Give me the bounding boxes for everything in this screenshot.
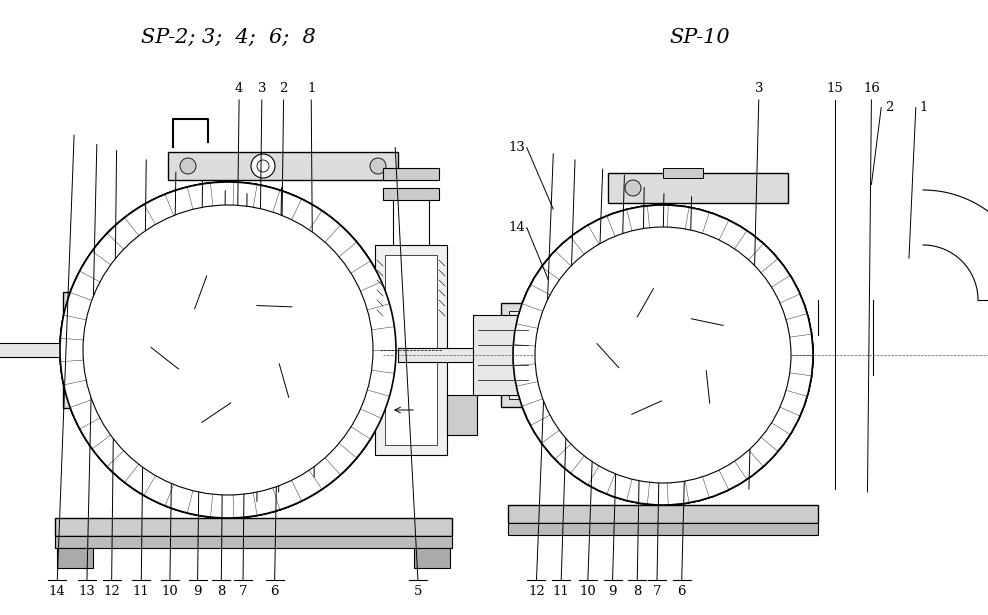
Circle shape <box>513 205 813 505</box>
Bar <box>375 245 447 455</box>
Text: 1: 1 <box>920 101 928 114</box>
Text: 14: 14 <box>49 585 65 598</box>
Text: SP-10: SP-10 <box>670 28 730 47</box>
Text: 3: 3 <box>258 82 266 95</box>
Bar <box>501 303 576 407</box>
Text: 13: 13 <box>508 141 526 154</box>
Circle shape <box>625 272 681 328</box>
Circle shape <box>518 335 558 375</box>
Bar <box>385 255 437 445</box>
Bar <box>398 348 515 362</box>
Text: 11: 11 <box>553 585 569 598</box>
Text: 3: 3 <box>755 82 763 95</box>
Bar <box>608 173 788 203</box>
Text: 2: 2 <box>885 101 893 114</box>
Bar <box>63 292 143 408</box>
Text: 11: 11 <box>133 585 149 598</box>
Text: 10: 10 <box>580 585 596 598</box>
Circle shape <box>81 328 125 372</box>
Bar <box>71 302 135 398</box>
Text: 4: 4 <box>235 82 243 95</box>
Bar <box>508 523 818 535</box>
Circle shape <box>180 158 196 174</box>
Bar <box>55 536 452 548</box>
Circle shape <box>251 154 275 178</box>
Bar <box>663 168 703 178</box>
Text: SP-2; 3;  4;  6;  8: SP-2; 3; 4; 6; 8 <box>140 28 315 47</box>
Bar <box>168 152 398 180</box>
Text: 7: 7 <box>239 585 247 598</box>
Circle shape <box>370 158 386 174</box>
Bar <box>57 548 93 568</box>
Text: 9: 9 <box>194 585 202 598</box>
Text: 6: 6 <box>678 585 686 598</box>
Text: 1: 1 <box>307 82 315 95</box>
Bar <box>383 188 439 200</box>
Bar <box>414 548 450 568</box>
Bar <box>55 518 452 536</box>
Circle shape <box>535 227 791 483</box>
Circle shape <box>60 182 396 518</box>
Text: 6: 6 <box>271 585 279 598</box>
Bar <box>447 395 477 435</box>
Text: 16: 16 <box>863 82 880 95</box>
Text: 7: 7 <box>653 585 661 598</box>
Text: 10: 10 <box>162 585 178 598</box>
Text: 15: 15 <box>827 82 843 95</box>
Bar <box>473 315 533 395</box>
Text: 9: 9 <box>609 585 617 598</box>
Bar <box>509 311 568 399</box>
Text: 12: 12 <box>104 585 120 598</box>
Circle shape <box>625 180 641 196</box>
Bar <box>0 343 73 357</box>
Bar <box>383 168 439 180</box>
Text: 8: 8 <box>217 585 225 598</box>
Text: 13: 13 <box>78 585 96 598</box>
Text: 12: 12 <box>529 585 544 598</box>
Text: 5: 5 <box>414 585 422 598</box>
Text: 8: 8 <box>633 585 641 598</box>
Bar <box>508 505 818 523</box>
Text: 2: 2 <box>280 82 288 95</box>
Circle shape <box>83 205 373 495</box>
Text: 14: 14 <box>509 221 525 234</box>
